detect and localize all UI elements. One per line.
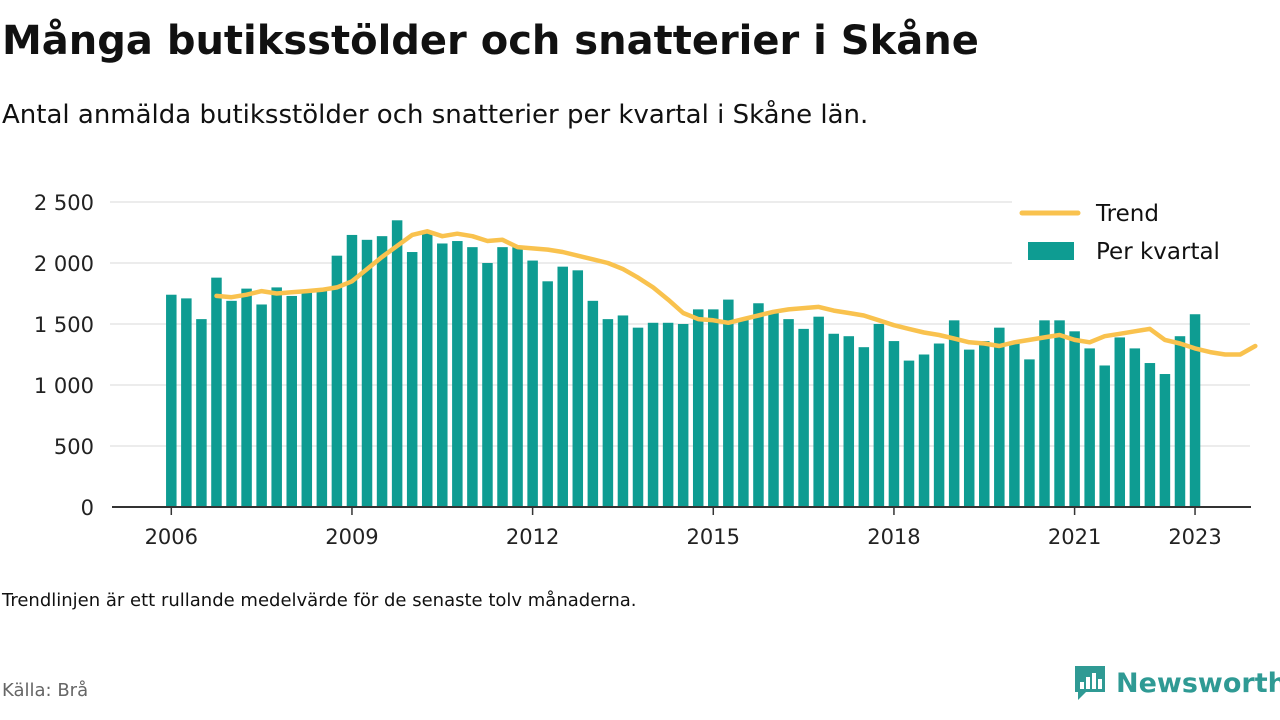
trend-note: Trendlinjen är ett rullande medelvärde f… — [2, 590, 637, 611]
x-tick-label: 2018 — [867, 525, 920, 549]
bar — [376, 236, 388, 507]
x-tick-label: 2021 — [1048, 525, 1101, 549]
y-tick-label: 2 500 — [34, 191, 94, 215]
bar-chart: 0 500 1 000 1 500 2 000 2 500 2006 2009 2012 2015… — [34, 191, 1258, 549]
bar — [723, 299, 734, 507]
bar — [361, 239, 373, 507]
bar — [798, 328, 809, 507]
bar — [181, 298, 192, 507]
bar — [994, 327, 1005, 507]
bar — [1189, 314, 1201, 507]
bar — [316, 289, 328, 507]
bar — [391, 220, 403, 508]
bar — [406, 252, 418, 507]
newsworthy-logo-icon — [1075, 666, 1105, 700]
bar — [346, 234, 358, 507]
bar — [828, 333, 839, 507]
bar — [331, 255, 343, 507]
bar — [708, 309, 719, 507]
bar — [933, 343, 945, 507]
x-tick-label: 2009 — [325, 525, 378, 549]
y-tick-label: 1 500 — [34, 313, 94, 337]
bar — [1114, 337, 1126, 507]
newsworthy-logo[interactable]: Newsworthy — [1072, 664, 1280, 702]
bar — [1054, 320, 1065, 507]
bar — [527, 260, 538, 507]
x-tick-label: 2012 — [506, 525, 559, 549]
x-tick-label: 2023 — [1168, 525, 1221, 549]
bar — [753, 303, 764, 507]
source-label: Källa: Brå — [2, 680, 89, 701]
bar — [692, 309, 704, 507]
y-tick-label: 500 — [54, 435, 94, 459]
bar — [1099, 365, 1110, 507]
bar — [632, 327, 644, 507]
bar — [1129, 348, 1141, 507]
bar — [587, 300, 599, 507]
x-tick-label: 2006 — [145, 525, 198, 549]
bar — [813, 316, 824, 507]
bar — [196, 319, 207, 507]
y-tick-label: 2 000 — [34, 252, 94, 276]
axes: 0 500 1 000 1 500 2 000 2 500 2006 2009 2012 2015… — [34, 191, 1251, 549]
bar — [497, 247, 508, 507]
bar — [888, 341, 900, 507]
bar — [918, 354, 930, 507]
bar — [677, 324, 689, 507]
bar — [1039, 320, 1050, 507]
bar — [557, 266, 568, 507]
bar — [1159, 374, 1171, 507]
bar — [452, 241, 463, 507]
bar — [1069, 331, 1080, 507]
legend: Trend Per kvartal — [1012, 198, 1250, 276]
y-tick-label: 1 000 — [34, 374, 94, 398]
bar — [226, 300, 237, 507]
bar — [738, 319, 749, 507]
bar — [467, 247, 478, 507]
bar — [542, 281, 553, 507]
bar — [211, 277, 222, 507]
legend-trend-label: Trend — [1095, 201, 1159, 227]
bar — [421, 231, 433, 507]
bar — [843, 336, 855, 507]
trend-line — [214, 229, 1258, 357]
bar — [286, 295, 297, 507]
bar — [1144, 363, 1156, 507]
bar — [662, 322, 674, 507]
bar — [602, 319, 614, 507]
bar — [166, 294, 177, 507]
bar — [572, 270, 584, 507]
bar — [1174, 336, 1186, 507]
bar — [768, 311, 779, 507]
bar — [1009, 343, 1020, 507]
bar — [903, 360, 915, 507]
trend-line-group — [214, 229, 1258, 357]
bar — [963, 349, 975, 507]
bar — [1024, 359, 1035, 507]
newsworthy-logo-text: Newsworthy — [1116, 667, 1280, 699]
bar — [783, 319, 794, 507]
bar — [482, 263, 493, 507]
chart-title: Många butiksstölder och snatterier i Skå… — [2, 18, 979, 64]
chart-subtitle: Antal anmälda butiksstölder och snatteri… — [2, 100, 869, 130]
bar — [241, 288, 252, 507]
legend-bar-swatch — [1028, 242, 1074, 260]
bar — [437, 243, 448, 508]
bars — [166, 220, 1201, 508]
y-tick-label: 0 — [81, 496, 94, 520]
bar — [979, 341, 990, 507]
bar — [858, 347, 870, 507]
legend-bar-label: Per kvartal — [1096, 239, 1220, 265]
bar — [647, 322, 659, 507]
bar — [873, 324, 885, 507]
bar — [512, 247, 523, 507]
bar — [948, 320, 960, 507]
bar — [256, 304, 267, 507]
bar — [271, 287, 282, 507]
bar — [301, 289, 313, 507]
x-tick-label: 2015 — [687, 525, 740, 549]
bar — [1084, 348, 1095, 507]
bar — [617, 315, 629, 507]
